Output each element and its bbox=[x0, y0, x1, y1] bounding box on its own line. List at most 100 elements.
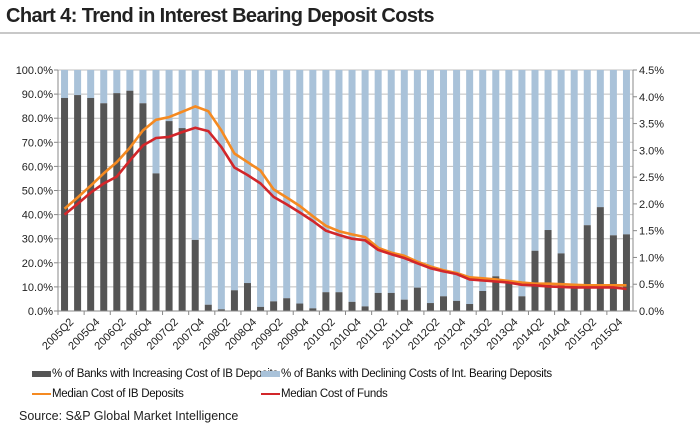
bar-increasing bbox=[583, 225, 591, 311]
legend-swatch-cost-of-funds bbox=[261, 392, 280, 396]
legend-label: % of Banks with Increasing Cost of IB De… bbox=[52, 368, 278, 380]
bar-increasing bbox=[361, 306, 369, 311]
bar-increasing bbox=[139, 103, 147, 312]
bar-declining bbox=[100, 70, 108, 104]
bar-increasing bbox=[126, 90, 134, 311]
bar-declining bbox=[309, 70, 317, 309]
bar-declining bbox=[87, 70, 95, 98]
bar-increasing bbox=[335, 292, 343, 311]
bar-increasing bbox=[570, 284, 578, 311]
left-axis-tick-label: 50.0% bbox=[22, 186, 53, 198]
bar-declining bbox=[609, 70, 617, 236]
bar-declining bbox=[178, 70, 186, 129]
left-axis-tick-label: 100.0% bbox=[16, 65, 54, 77]
bar-declining bbox=[335, 70, 343, 293]
chart-title: Chart 4: Trend in Interest Bearing Depos… bbox=[6, 5, 435, 27]
right-axis-tick-label: 1.0% bbox=[639, 252, 664, 264]
bar-declining bbox=[113, 70, 121, 94]
bar-increasing bbox=[309, 308, 317, 311]
bar-increasing bbox=[413, 287, 421, 311]
bar-declining bbox=[570, 70, 578, 285]
left-axis-tick-label: 10.0% bbox=[22, 282, 53, 294]
right-axis-tick-label: 1.5% bbox=[639, 226, 664, 238]
bar-increasing bbox=[217, 309, 225, 311]
bar-declining bbox=[453, 70, 461, 301]
bar-declining bbox=[374, 70, 382, 293]
bar-increasing bbox=[61, 97, 69, 312]
bar-declining bbox=[440, 70, 448, 297]
title-divider bbox=[0, 32, 700, 34]
bar-increasing bbox=[544, 230, 552, 311]
bar-declining bbox=[505, 70, 513, 281]
left-axis-tick-label: 70.0% bbox=[22, 137, 53, 149]
right-axis-tick-label: 4.5% bbox=[639, 65, 664, 77]
bar-increasing bbox=[152, 173, 160, 311]
right-axis-tick-label: 2.5% bbox=[639, 172, 664, 184]
bar-declining bbox=[139, 70, 147, 104]
left-axis-tick-label: 30.0% bbox=[22, 234, 53, 246]
bar-increasing bbox=[100, 103, 108, 312]
bar-increasing bbox=[230, 290, 238, 311]
bar-declining bbox=[270, 70, 278, 302]
bar-declining bbox=[479, 70, 487, 291]
left-axis-tick-label: 40.0% bbox=[22, 210, 53, 222]
bar-increasing bbox=[479, 290, 487, 311]
bar-increasing bbox=[426, 303, 434, 311]
right-axis-tick-label: 0.0% bbox=[639, 306, 664, 318]
bar-increasing bbox=[270, 301, 278, 311]
bar-increasing bbox=[191, 239, 199, 311]
bar-increasing bbox=[609, 235, 617, 311]
bar-increasing bbox=[557, 253, 565, 311]
bar-increasing bbox=[204, 304, 212, 311]
bar-declining bbox=[544, 70, 552, 231]
legend-label: % of Banks with Declining Costs of Int. … bbox=[281, 368, 552, 380]
left-axis-tick-label: 0.0% bbox=[28, 306, 53, 318]
bar-increasing bbox=[531, 250, 539, 311]
bar-increasing bbox=[400, 299, 408, 311]
legend-swatch-increasing bbox=[32, 371, 51, 377]
bar-increasing bbox=[296, 303, 304, 311]
bar-declining bbox=[400, 70, 408, 300]
bar-increasing bbox=[87, 97, 95, 312]
bar-declining bbox=[191, 70, 199, 240]
left-axis-tick-label: 60.0% bbox=[22, 161, 53, 173]
bar-declining bbox=[557, 70, 565, 254]
right-axis-tick-label: 0.5% bbox=[639, 279, 664, 291]
bar-declining bbox=[283, 70, 291, 299]
bar-declining bbox=[426, 70, 434, 304]
right-axis-tick-label: 3.0% bbox=[639, 145, 664, 157]
left-axis-tick-label: 90.0% bbox=[22, 89, 53, 101]
bar-declining bbox=[61, 70, 69, 98]
line-median-cost-of-funds bbox=[63, 126, 627, 291]
bar-increasing bbox=[387, 292, 395, 311]
legend-item-declining: % of Banks with Declining Costs of Int. … bbox=[261, 368, 552, 380]
bar-declining bbox=[622, 70, 630, 235]
bar-declining bbox=[518, 70, 526, 297]
bar-declining bbox=[596, 70, 604, 208]
bar-increasing bbox=[374, 292, 382, 311]
bar-declining bbox=[126, 70, 134, 91]
legend-swatch-ib-deposits bbox=[32, 392, 51, 396]
chart: 0.0% 10.0% 20.0% 30.0% 40.0% 50.0% 60.0% 70.0% 8… bbox=[16, 65, 665, 352]
bar-increasing bbox=[492, 276, 500, 311]
bar-declining bbox=[296, 70, 304, 304]
bar-declining bbox=[257, 70, 265, 307]
right-axis-tick-label: 3.5% bbox=[639, 119, 664, 131]
left-axis-tick-label: 80.0% bbox=[22, 113, 53, 125]
bar-increasing bbox=[322, 292, 330, 311]
bar-declining bbox=[217, 70, 225, 310]
bar-declining bbox=[466, 70, 474, 305]
bar-declining bbox=[348, 70, 356, 302]
right-axis-tick-label: 2.0% bbox=[639, 199, 664, 211]
bar-declining bbox=[492, 70, 500, 277]
legend-item-ib-deposits: Median Cost of IB Deposits bbox=[32, 388, 184, 400]
bar-declining bbox=[230, 70, 238, 291]
legend-item-cost-of-funds: Median Cost of Funds bbox=[261, 388, 388, 400]
bar-declining bbox=[531, 70, 539, 251]
bar-increasing bbox=[165, 121, 173, 311]
bar-increasing bbox=[505, 280, 513, 311]
bar-increasing bbox=[440, 296, 448, 311]
source-note: Source: S&P Global Market Intelligence bbox=[19, 409, 239, 423]
legend-label: Median Cost of Funds bbox=[281, 388, 388, 400]
left-axis-tick-label: 20.0% bbox=[22, 258, 53, 270]
